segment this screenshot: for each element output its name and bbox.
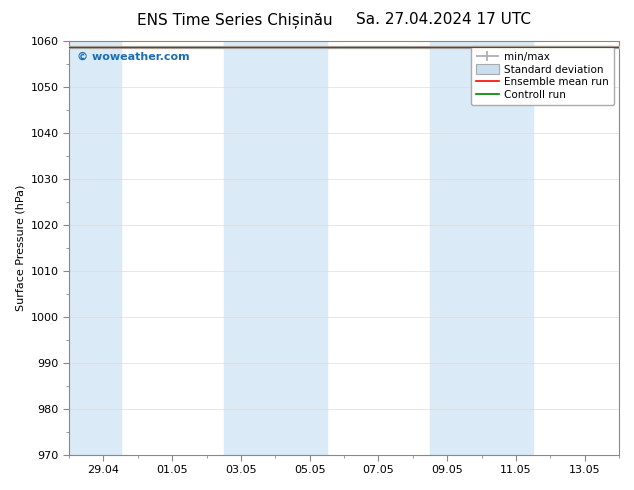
Text: © woweather.com: © woweather.com	[77, 51, 190, 61]
Bar	[224, 41, 327, 455]
Y-axis label: Surface Pressure (hPa): Surface Pressure (hPa)	[15, 185, 25, 311]
Bar	[430, 41, 533, 455]
Bar	[69, 41, 120, 455]
Text: ENS Time Series Chișinău: ENS Time Series Chișinău	[137, 12, 332, 28]
Legend: min/max, Standard deviation, Ensemble mean run, Controll run: min/max, Standard deviation, Ensemble me…	[470, 46, 614, 105]
Text: Sa. 27.04.2024 17 UTC: Sa. 27.04.2024 17 UTC	[356, 12, 531, 27]
